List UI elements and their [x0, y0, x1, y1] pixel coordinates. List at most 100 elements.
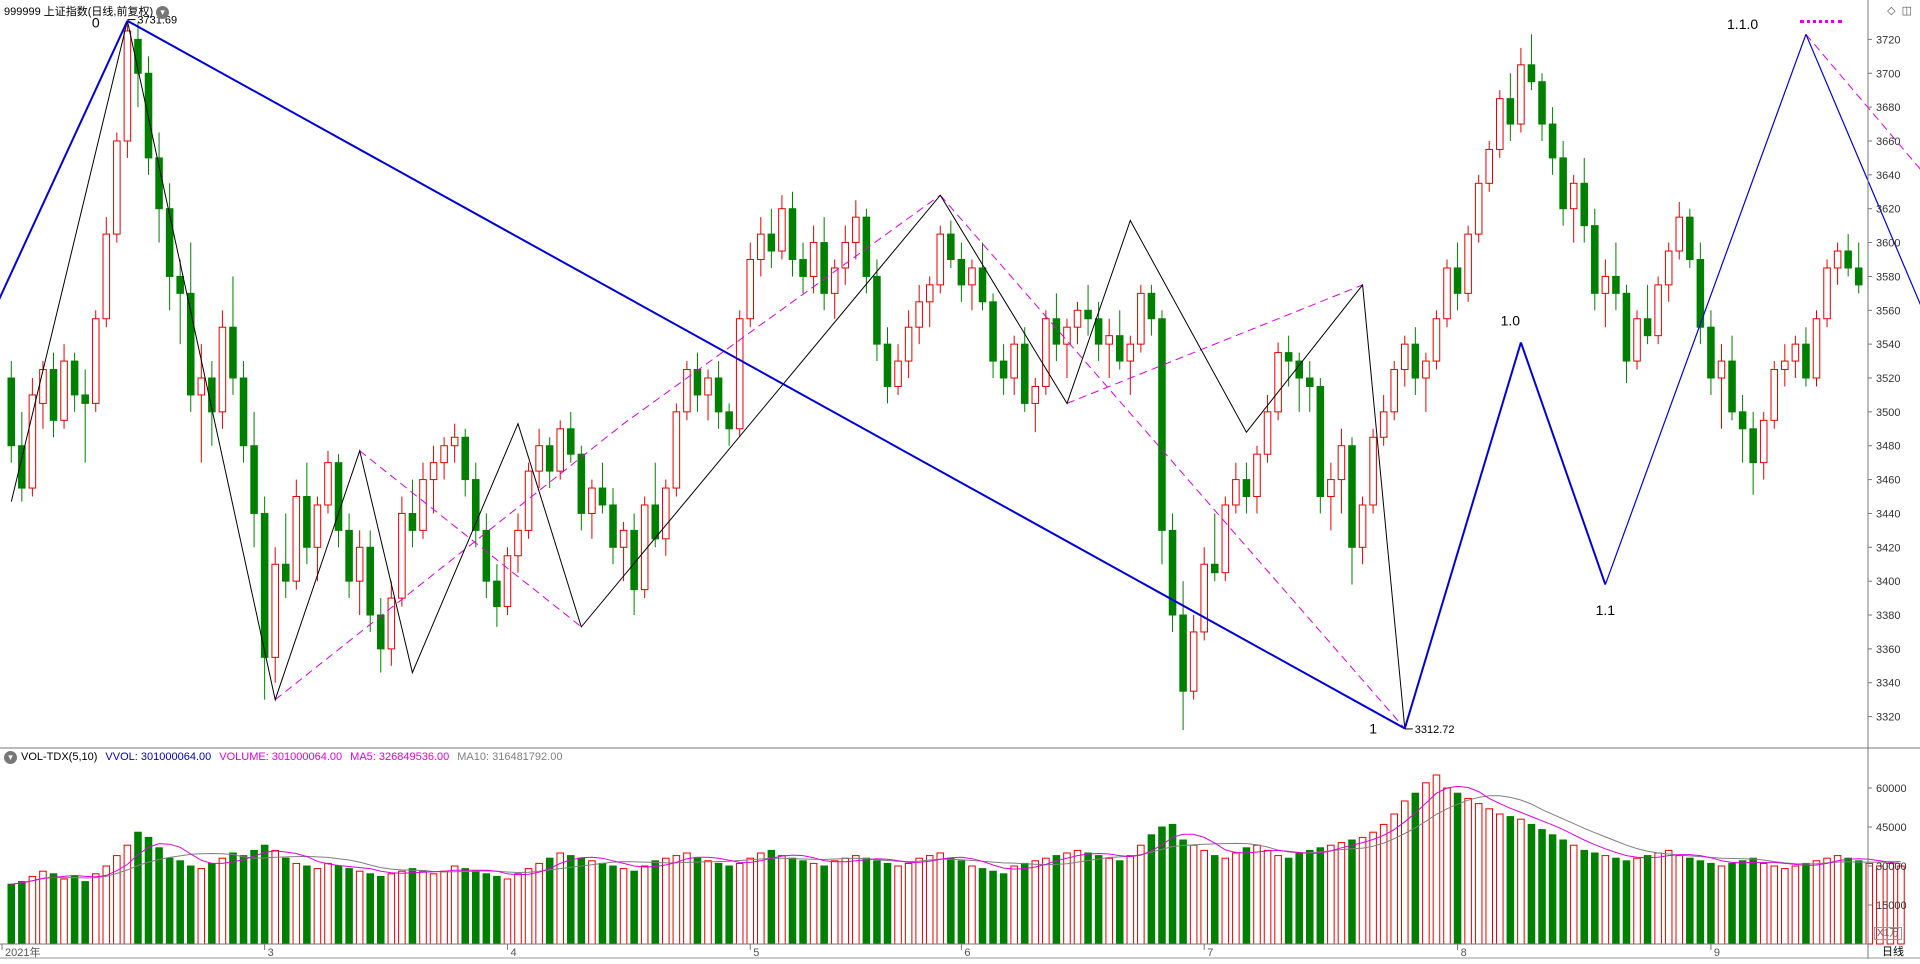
- candle-down: [1854, 267, 1863, 286]
- candle-up: [28, 394, 37, 489]
- candle-up: [1717, 360, 1726, 379]
- volume-bar-down: [630, 870, 638, 945]
- candle-down: [1179, 614, 1187, 692]
- candle-up: [1791, 343, 1800, 362]
- volume-bar-up: [524, 868, 533, 945]
- volume-bar-down: [1115, 860, 1124, 945]
- candle-up: [1443, 267, 1451, 320]
- volume-bar-up: [894, 865, 902, 945]
- volume-bar-up: [1390, 813, 1398, 945]
- window-icon[interactable]: ◫: [1901, 5, 1912, 17]
- candle-down: [229, 326, 237, 379]
- volume-bar-down: [567, 855, 575, 945]
- volume-bar-up: [1485, 808, 1494, 945]
- volume-bar-down: [1052, 855, 1061, 945]
- candle-down: [239, 377, 248, 447]
- volume-bar-up: [1654, 852, 1662, 945]
- candle-down: [70, 360, 79, 396]
- volume-bar-up: [398, 870, 406, 945]
- volume-bar-down: [1179, 839, 1187, 945]
- volume-bar-up: [904, 862, 913, 945]
- title-text: 999999 上证指数(日线,前复权): [4, 6, 154, 18]
- vol-indicator[interactable]: VOL-TDX(5,10): [21, 751, 98, 764]
- volume-bar-down: [334, 865, 343, 945]
- volume-bar-up: [1126, 855, 1135, 945]
- volume-bars: [7, 774, 1905, 945]
- chevron-down-icon[interactable]: ▾: [4, 751, 17, 764]
- candle-down: [1559, 157, 1567, 210]
- candle-down: [820, 242, 828, 294]
- volume-bar-up: [556, 852, 565, 945]
- tab-daily[interactable]: 日线: [1882, 946, 1904, 958]
- candle-up: [450, 436, 459, 447]
- candle-up: [735, 318, 744, 430]
- candle-up: [1812, 318, 1821, 379]
- candle-down: [1749, 428, 1757, 464]
- candle-up: [1189, 631, 1198, 692]
- volume-bar-down: [1094, 855, 1103, 945]
- candle-down: [978, 267, 987, 303]
- chevron-down-icon[interactable]: ▾: [156, 5, 170, 19]
- candle-up: [757, 233, 765, 260]
- volume-bar-up: [1137, 844, 1145, 945]
- candle-up: [535, 445, 543, 472]
- candle-up: [1137, 292, 1145, 345]
- candle-up: [1063, 326, 1071, 345]
- candle-down: [767, 233, 776, 252]
- volume-bar-up: [1253, 844, 1261, 945]
- wave-major-segment: [1519, 342, 1607, 585]
- volume-bar-up: [1274, 855, 1282, 945]
- candle-up: [324, 462, 332, 506]
- candle-up: [292, 496, 301, 582]
- ma5-line: [11, 785, 1901, 885]
- price-tick-label: 3580: [1876, 271, 1900, 283]
- candle-up: [968, 267, 976, 286]
- volume-bar-down: [651, 860, 660, 945]
- volume-bar-down: [7, 883, 16, 945]
- candle-down: [1295, 360, 1303, 379]
- volume-bar-down: [81, 881, 89, 945]
- volume-bar-down: [176, 860, 184, 945]
- volume-bar-up: [1369, 831, 1377, 945]
- candle-down: [1686, 216, 1694, 260]
- wave-label: 1: [1369, 721, 1377, 737]
- volume-bar-up: [123, 844, 132, 945]
- volume-bar-down: [1612, 857, 1620, 945]
- candle-down: [482, 529, 491, 582]
- candle-up: [704, 377, 712, 396]
- volume-bar-down: [493, 875, 501, 945]
- price-tick-label: 3600: [1876, 238, 1900, 250]
- candle-up: [915, 301, 923, 328]
- volume-bar-down: [1453, 792, 1462, 945]
- candle-down: [345, 529, 353, 582]
- channel-line: [1066, 284, 1363, 404]
- wave-lines: [0, 19, 1920, 730]
- volume-bar-down: [989, 870, 997, 945]
- volume-tick-label: 45000: [1876, 822, 1907, 834]
- volume-bar-up: [1791, 865, 1800, 945]
- candle-down: [1348, 445, 1356, 548]
- volume-bar-up: [1897, 865, 1905, 945]
- volume-tick-label: 30000: [1876, 861, 1907, 873]
- volume-bar-up: [841, 857, 850, 945]
- channel-line: [359, 450, 582, 628]
- candle-up: [556, 428, 565, 472]
- diamond-icon[interactable]: ◇: [1887, 5, 1896, 17]
- volume-bar-down: [999, 873, 1008, 945]
- candle-down: [725, 411, 733, 430]
- candle-up: [218, 326, 227, 413]
- price-tick-label: 3520: [1876, 373, 1900, 385]
- candle-down: [693, 369, 702, 396]
- candle-down: [1707, 326, 1715, 379]
- volume-bar-up: [1717, 865, 1726, 945]
- volume-bar-down: [49, 873, 58, 945]
- volume-bar-up: [91, 873, 100, 945]
- candle-down: [165, 208, 174, 277]
- candle-up: [39, 369, 47, 404]
- volume-bar-up: [1759, 862, 1768, 945]
- candle-up: [1379, 411, 1388, 438]
- volume-bar-up: [1221, 857, 1230, 945]
- candle-down: [81, 394, 89, 404]
- candle-up: [1664, 250, 1673, 286]
